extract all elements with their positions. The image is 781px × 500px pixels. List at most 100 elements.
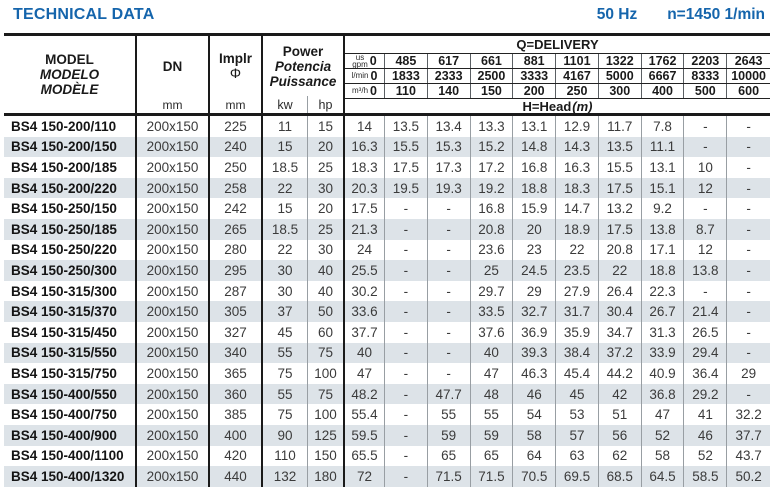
delivery-title: Q=DELIVERY: [345, 36, 770, 54]
model-cell: BS4 150-250/220: [4, 239, 137, 261]
head-value-cell: 14.8: [513, 136, 557, 158]
kw-cell: 90: [263, 424, 308, 446]
head-value-cell: -: [746, 201, 751, 217]
table-header: MODEL MODELO MODÈLE DN mm Implr Φ mm Pow…: [4, 36, 770, 116]
head-value-cell: 14: [345, 116, 385, 137]
hp-cell: 125: [308, 424, 345, 446]
head-value-cell: 16.3: [556, 157, 599, 178]
model-header-en: MODEL: [45, 52, 94, 67]
dn-cell: 200x150: [137, 383, 210, 405]
head-value-cell: 65: [428, 445, 471, 467]
hp-cell: 25: [308, 218, 345, 240]
head-value-cell: 17.5: [385, 157, 428, 178]
delivery-value-cell: 400: [642, 84, 685, 98]
model-header-es: MODELO: [39, 67, 100, 82]
head-value-cell: 48.2: [345, 383, 385, 405]
power-header-es: Potencia: [274, 58, 332, 74]
head-value-cell: 20.8: [599, 239, 642, 261]
head-value-cell: 44.2: [599, 363, 642, 384]
impeller-cell: 240: [210, 136, 263, 158]
kw-cell: 75: [263, 363, 308, 384]
head-value-cell: 14.3: [556, 136, 599, 158]
delivery-value-cell: 0: [369, 54, 377, 68]
table-row: BS4 150-250/300 200x150 295 30 40 25.5- -25 24.…: [4, 260, 770, 281]
head-value-cell: 26.7: [642, 301, 685, 322]
head-value-cell: 53: [556, 404, 599, 425]
table-row: BS4 150-250/220 200x150 280 22 30 24- -23.6 23 2…: [4, 239, 770, 261]
head-value-cell: 36.9: [513, 321, 557, 343]
impeller-cell: 305: [210, 301, 263, 322]
head-value-cell: 20.3: [345, 177, 385, 199]
head-value-cell: 45: [556, 383, 599, 405]
delivery-value-cell: 6667: [642, 69, 685, 83]
head-value-cell: 32.7: [513, 301, 557, 322]
head-value-cell: 18.3: [556, 177, 599, 199]
head-value-cell: 13.1: [642, 157, 685, 178]
dn-cell: 200x150: [137, 342, 210, 364]
model-cell: BS4 150-250/150: [4, 198, 137, 219]
kw-cell: 15: [263, 198, 308, 219]
head-value-cell: 47: [642, 404, 685, 425]
head-value-cell: 8.7: [684, 218, 728, 240]
delivery-zero-cell: us gpm 0: [345, 54, 385, 68]
head-value-cell: 47.7: [428, 383, 471, 405]
head-value-cell: -: [746, 221, 751, 237]
head-value-cell: -: [385, 321, 428, 343]
table-row: BS4 150-200/110 200x150 225 11 15 14 13.5 13.4 1…: [4, 116, 770, 137]
kw-cell: 55: [263, 383, 308, 405]
model-header-cell: MODEL MODELO MODÈLE: [4, 36, 137, 113]
impeller-unit-label: mm: [225, 97, 246, 112]
delivery-value-cell: 600: [738, 84, 760, 98]
head-value-cell: -: [684, 116, 728, 137]
head-value-cell: 11.1: [642, 136, 685, 158]
dn-cell: 200x150: [137, 424, 210, 446]
head-value-cell: 31.7: [556, 301, 599, 322]
head-value-cell: 40.9: [642, 363, 685, 384]
head-value-cell: 35.9: [556, 321, 599, 343]
head-value-cell: 19.2: [471, 177, 514, 199]
delivery-value-cell: 140: [428, 84, 471, 98]
head-value-cell: 17.3: [428, 157, 471, 178]
head-value-cell: -: [428, 218, 471, 240]
model-cell: BS4 150-200/185: [4, 157, 137, 178]
impeller-cell: 420: [210, 445, 263, 467]
head-value-cell: 37.7: [735, 427, 762, 443]
table-row: BS4 150-315/450 200x150 327 45 60 37.7- -37.6 3…: [4, 321, 770, 343]
head-value-cell: -: [746, 324, 751, 340]
kw-cell: 18.5: [263, 157, 308, 178]
delivery-value-cell: 2500: [471, 69, 514, 83]
head-value-cell: 46: [513, 383, 557, 405]
head-value-cell: -: [746, 139, 751, 155]
hp-cell: 150: [308, 445, 345, 467]
model-cell: BS4 150-250/185: [4, 218, 137, 240]
table-row: BS4 150-200/185 200x150 250 18.5 25 18.3 17.5 1…: [4, 157, 770, 178]
hp-cell: 75: [308, 342, 345, 364]
head-value-cell: 52: [684, 445, 728, 467]
model-cell: BS4 150-400/1320: [4, 466, 137, 487]
head-value-cell: -: [684, 136, 728, 158]
hp-cell: 60: [308, 321, 345, 343]
head-value-cell: 13.5: [599, 136, 642, 158]
kw-cell: 30: [263, 280, 308, 302]
impeller-cell: 265: [210, 218, 263, 240]
head-value-cell: 71.5: [428, 466, 471, 487]
delivery-value-cell: 881: [513, 54, 557, 68]
model-cell: BS4 150-200/220: [4, 177, 137, 199]
delivery-value-cell: 200: [513, 84, 557, 98]
head-value-cell: 38.4: [556, 342, 599, 364]
head-value-cell: 39.3: [513, 342, 557, 364]
head-value-cell: 18.8: [642, 260, 685, 281]
head-value-cell: -: [385, 218, 428, 240]
head-value-cell: -: [385, 239, 428, 261]
head-value-cell: 56: [599, 424, 642, 446]
head-value-cell: 24.5: [513, 260, 557, 281]
hp-cell: 30: [308, 177, 345, 199]
head-value-cell: -: [746, 283, 751, 299]
model-cell: BS4 150-250/300: [4, 260, 137, 281]
speed-label: n=1450 1/min: [667, 6, 765, 23]
dn-cell: 200x150: [137, 239, 210, 261]
head-value-cell: 52: [642, 424, 685, 446]
dn-cell: 200x150: [137, 198, 210, 219]
table-row: BS4 150-400/900 200x150 400 90 125 59.5-59 59 5…: [4, 424, 770, 446]
delivery-header-cell: Q=DELIVERY us gpm 0 485 617 661 881 1101 1322 176…: [345, 36, 770, 114]
